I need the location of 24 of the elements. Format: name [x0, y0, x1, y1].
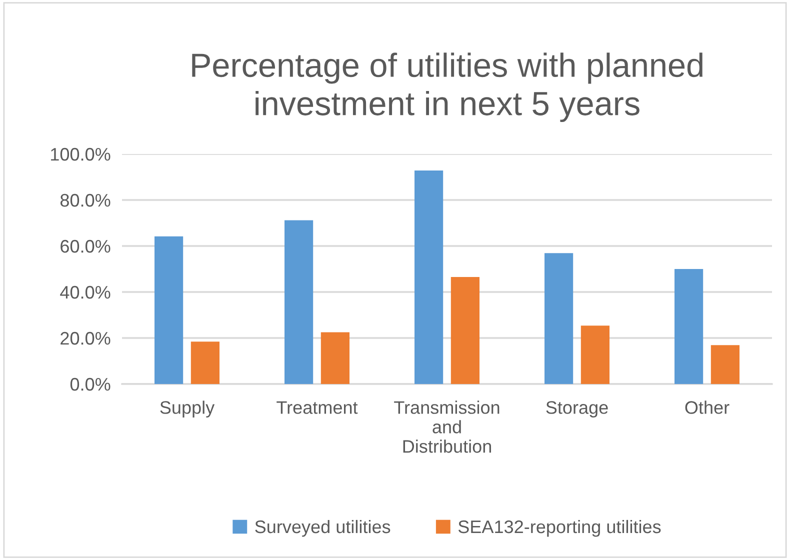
x-tick-label: Transmission and Distribution [394, 400, 500, 453]
x-tick-label: Supply [160, 400, 215, 418]
chart-title: Percentage of utilities with planned investment in next 5 years [192, 52, 702, 122]
x-tick-label: Other [685, 400, 730, 414]
x-tick-label: Treatment [276, 401, 358, 414]
bar [154, 236, 184, 384]
y-tick-label: 60.0% [60, 240, 110, 253]
legend-label: Surveyed utilities [255, 520, 390, 537]
y-tick-label: 0.0% [70, 378, 110, 391]
bar [284, 220, 314, 384]
bar [414, 170, 444, 384]
y-tick-label: 80.0% [60, 194, 110, 207]
bar [710, 345, 740, 384]
y-tick-label: 40.0% [60, 286, 110, 299]
bar [320, 332, 350, 384]
legend-label: SEA132-reporting utilities [458, 520, 661, 537]
x-tick-label: Storage [546, 401, 608, 418]
bar [190, 342, 220, 384]
y-tick-label: 20.0% [60, 332, 110, 345]
bar [674, 269, 704, 384]
y-tick-label: 100.0% [51, 148, 110, 161]
bar [544, 253, 574, 384]
bar [580, 326, 610, 384]
bar [450, 277, 480, 384]
